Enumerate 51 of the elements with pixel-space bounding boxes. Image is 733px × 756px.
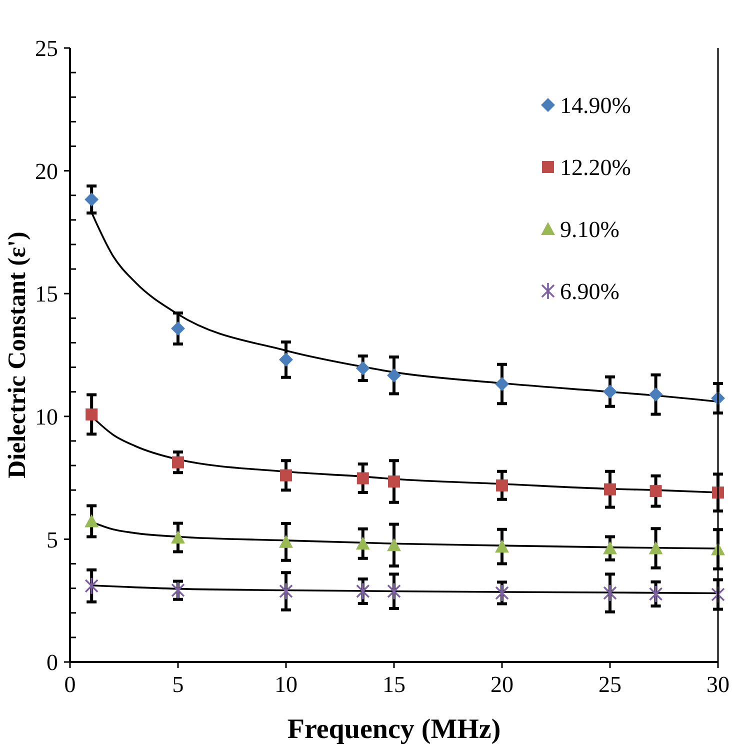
point — [356, 582, 370, 600]
x-tick-label: 30 — [706, 672, 730, 697]
point — [495, 376, 509, 391]
point — [387, 538, 401, 552]
point — [603, 384, 617, 399]
x-tick-label: 25 — [598, 672, 622, 697]
point — [172, 456, 184, 468]
legend-label: 9.10% — [560, 217, 620, 242]
point — [496, 479, 508, 492]
point — [280, 469, 292, 482]
point — [711, 586, 725, 604]
point — [279, 352, 293, 367]
point — [603, 584, 617, 602]
point — [604, 483, 616, 496]
y-tick-label: 5 — [46, 527, 58, 552]
point — [279, 582, 293, 600]
x-tick-label: 20 — [490, 672, 514, 697]
y-tick-label: 10 — [35, 404, 58, 430]
point — [650, 485, 662, 498]
point — [84, 192, 99, 207]
x-axis-title: Frequency (MHz) — [287, 714, 501, 745]
point — [356, 536, 370, 550]
y-axis-title: Dielectric Constant (ε') — [4, 232, 31, 478]
point — [356, 472, 369, 484]
point — [388, 475, 400, 488]
y-tick-label: 0 — [46, 650, 58, 676]
point — [279, 534, 293, 548]
y-tick-label: 15 — [35, 282, 58, 307]
x-tick-label: 10 — [274, 672, 298, 697]
y-tick-label: 25 — [35, 36, 58, 62]
x-tick-label: 5 — [172, 672, 184, 697]
y-tick-label: 20 — [35, 158, 58, 184]
point — [387, 368, 401, 382]
point — [356, 361, 370, 376]
point — [86, 408, 98, 420]
point — [648, 541, 663, 554]
point — [84, 576, 98, 595]
point — [648, 585, 663, 603]
point — [603, 541, 617, 554]
legend-label: 14.90% — [560, 93, 631, 118]
point — [648, 388, 663, 402]
point — [495, 584, 509, 602]
x-tick-label: 0 — [64, 672, 76, 697]
x-tick-label: 15 — [382, 672, 406, 697]
point — [171, 321, 185, 336]
legend-label: 12.20% — [560, 155, 631, 180]
point — [84, 514, 99, 528]
point — [495, 540, 509, 553]
legend-label: 6.90% — [560, 279, 620, 304]
point — [171, 530, 185, 544]
point — [387, 582, 401, 600]
